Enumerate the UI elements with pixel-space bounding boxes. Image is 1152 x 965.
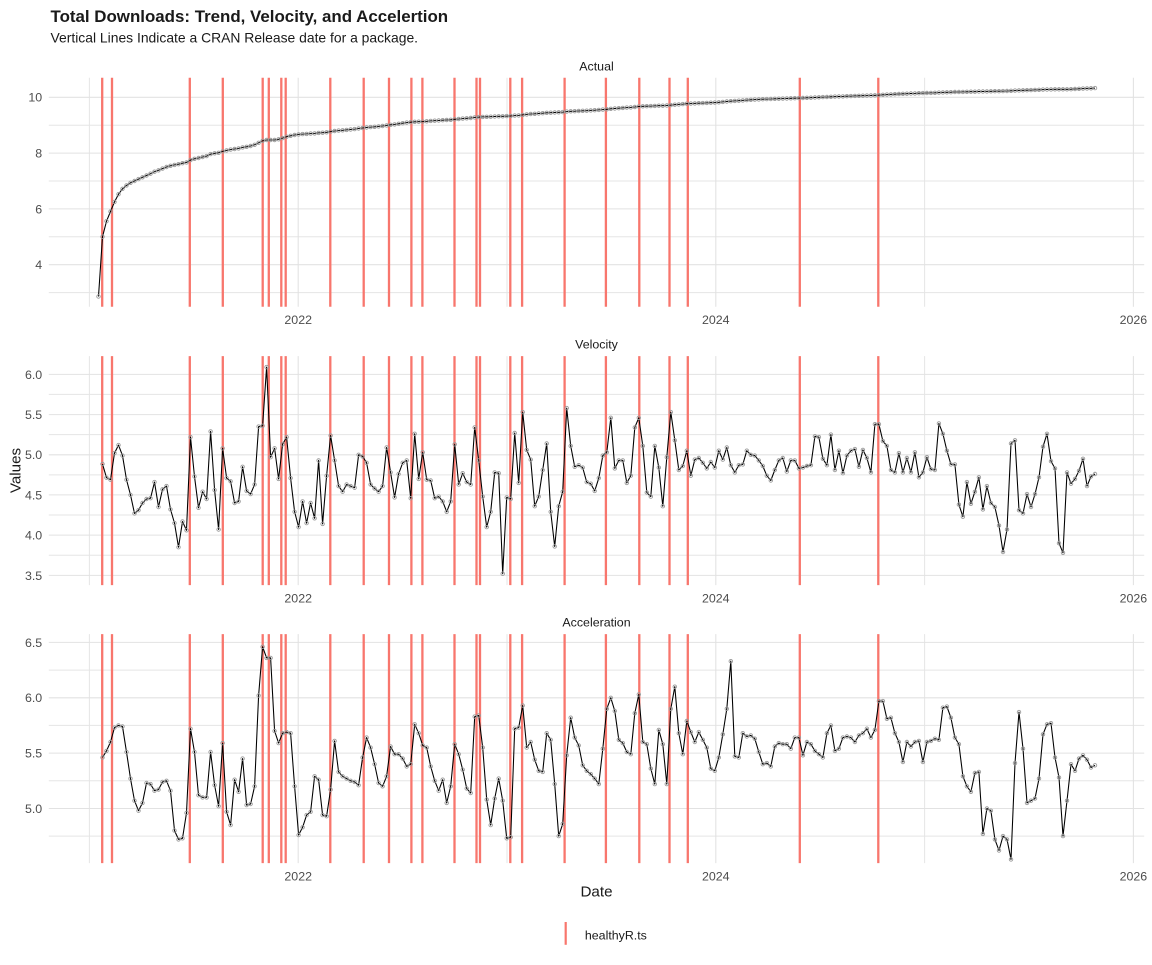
svg-text:2022: 2022	[284, 591, 312, 605]
svg-text:2026: 2026	[1120, 869, 1148, 883]
svg-text:6: 6	[35, 202, 42, 216]
svg-text:Actual: Actual	[579, 59, 613, 73]
svg-text:2024: 2024	[702, 313, 730, 327]
svg-text:6.0: 6.0	[25, 368, 42, 382]
svg-text:2022: 2022	[284, 313, 312, 327]
svg-text:5.0: 5.0	[25, 802, 42, 816]
svg-text:2026: 2026	[1120, 313, 1148, 327]
svg-text:10: 10	[28, 91, 42, 105]
svg-text:4.0: 4.0	[25, 529, 42, 543]
svg-text:2024: 2024	[702, 591, 730, 605]
svg-text:Values: Values	[8, 447, 25, 493]
svg-text:3.5: 3.5	[25, 569, 42, 583]
svg-text:4.5: 4.5	[25, 488, 42, 502]
svg-text:Acceleration: Acceleration	[562, 616, 630, 630]
svg-text:5.5: 5.5	[25, 747, 42, 761]
svg-text:2026: 2026	[1120, 591, 1148, 605]
svg-text:6.5: 6.5	[25, 636, 42, 650]
svg-text:2024: 2024	[702, 869, 730, 883]
svg-text:Velocity: Velocity	[575, 338, 619, 352]
svg-text:Total Downloads: Trend, Veloci: Total Downloads: Trend, Velocity, and Ac…	[51, 7, 449, 26]
svg-text:healthyR.ts: healthyR.ts	[585, 928, 647, 942]
svg-text:Date: Date	[580, 883, 612, 900]
svg-text:5.5: 5.5	[25, 408, 42, 422]
svg-text:8: 8	[35, 147, 42, 161]
svg-text:5.0: 5.0	[25, 448, 42, 462]
svg-text:Vertical Lines Indicate a CRAN: Vertical Lines Indicate a CRAN Release d…	[51, 30, 419, 46]
svg-text:6.0: 6.0	[25, 691, 42, 705]
svg-text:2022: 2022	[284, 869, 312, 883]
svg-text:4: 4	[35, 258, 42, 272]
